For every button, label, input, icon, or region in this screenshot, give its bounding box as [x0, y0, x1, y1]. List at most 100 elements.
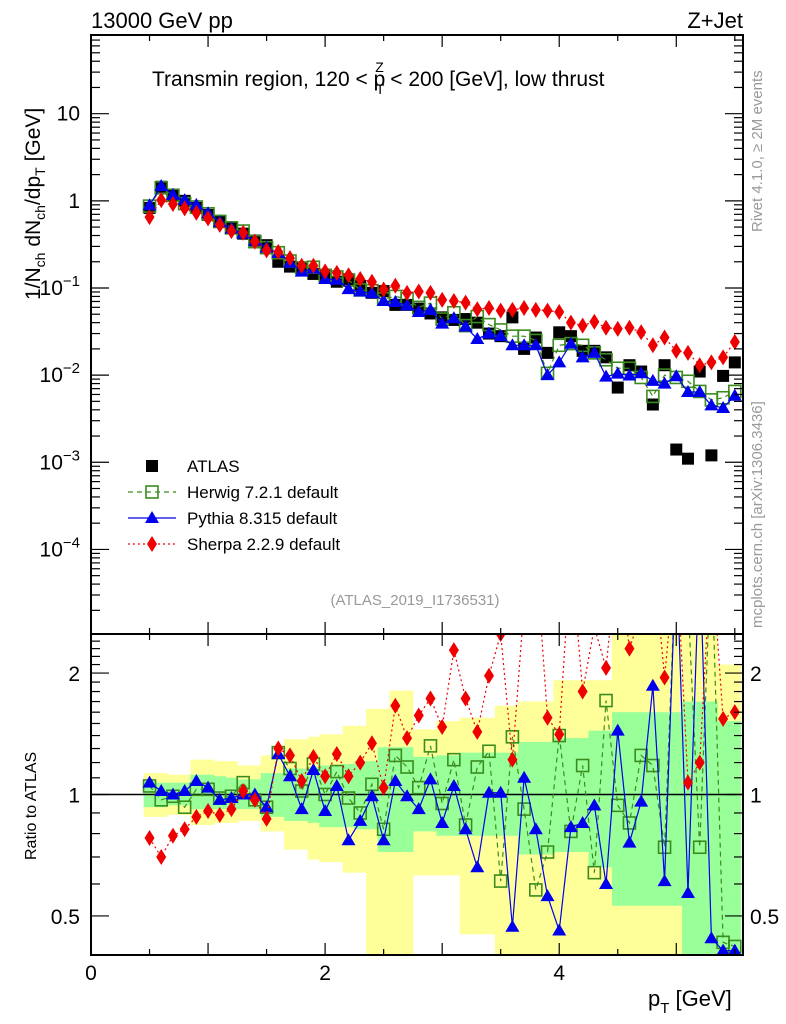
- sherpa-ratio-line: [149, 634, 736, 859]
- sherpa-main-point: [682, 344, 693, 361]
- region-title-sub: T: [376, 81, 385, 97]
- ratio-y-tick-label-right: 1: [750, 785, 762, 808]
- herwig-ratio-point: [657, 840, 672, 855]
- sherpa-ratio-point: [308, 748, 319, 765]
- ratio-y-tick-label-right: 0.5: [750, 906, 779, 929]
- herwig-ratio-point: [587, 865, 602, 880]
- sherpa-main-point: [179, 200, 190, 217]
- ratio-inner-band: [705, 701, 718, 955]
- pythia-main-point: [364, 286, 379, 299]
- sherpa-main-point: [577, 317, 588, 334]
- ratio-inner-band: [436, 755, 449, 836]
- sherpa-main-point: [647, 337, 658, 354]
- pythia-main-point: [505, 338, 520, 351]
- rivet-label: Rivet 4.1.0, ≥ 2M events: [749, 70, 766, 232]
- herwig-ratio-point: [177, 800, 192, 815]
- sherpa-ratio-point: [425, 690, 436, 707]
- ratio-inner-band: [693, 701, 707, 955]
- pythia-ratio-point: [493, 785, 508, 798]
- pythia-ratio-point: [645, 678, 660, 691]
- sherpa-main-point: [191, 204, 202, 221]
- legend-label: Sherpa 2.2.9 default: [187, 535, 340, 554]
- sherpa-ratio-point: [203, 803, 214, 820]
- pythia-ratio-point: [517, 770, 532, 783]
- pythia-main-point: [552, 355, 567, 368]
- sherpa-main-point: [308, 257, 319, 274]
- pythia-main-point: [189, 197, 204, 210]
- pythia-main-point: [458, 319, 473, 332]
- herwig-ratio-point: [575, 758, 590, 773]
- sherpa-main-point: [167, 195, 178, 212]
- pythia-ratio-point: [154, 784, 169, 797]
- sherpa-ratio-point: [601, 659, 612, 676]
- sherpa-main-point: [448, 292, 459, 309]
- sherpa-ratio-point: [448, 642, 459, 659]
- ratio-inner-band: [647, 712, 660, 906]
- pythia-ratio-point: [353, 813, 368, 826]
- y-tick-exponent: −3: [63, 447, 80, 464]
- sherpa-main-point: [612, 320, 623, 337]
- sherpa-main-point: [519, 299, 530, 316]
- pythia-main-point: [353, 284, 368, 297]
- sherpa-main-point: [472, 301, 483, 318]
- pythia-ratio-point: [657, 874, 672, 887]
- y-tick-label: 10: [57, 103, 80, 126]
- pythia-ratio-point: [318, 804, 333, 817]
- pythia-main-point: [692, 385, 707, 398]
- pythia-ratio-point: [680, 885, 695, 898]
- pythia-main-point: [341, 282, 356, 295]
- sherpa-ratio-point: [214, 806, 225, 823]
- pythia-ratio-point: [634, 794, 649, 807]
- sherpa-ratio-point: [413, 707, 424, 724]
- atlas-main-point: [564, 330, 577, 343]
- sherpa-main-point: [214, 216, 225, 233]
- pythia-ratio-point: [388, 774, 403, 787]
- ratio-inner-band: [635, 712, 648, 906]
- herwig-ratio-point: [505, 730, 520, 744]
- sherpa-ratio-point: [378, 779, 389, 796]
- sherpa-ratio-point: [659, 669, 670, 686]
- collision-energy-label: 13000 GeV pp: [91, 8, 233, 33]
- main-y-axis-label: 1/Nch dNch/dpT [GeV]: [22, 108, 48, 300]
- pythia-ratio-point: [704, 931, 719, 944]
- pythia-ratio-point: [224, 791, 239, 804]
- sherpa-main-point: [624, 319, 635, 336]
- pythia-ratio-point: [411, 802, 426, 815]
- pythia-ratio-point: [540, 889, 555, 902]
- legend: ATLAS Herwig 7.2.1 default Pythia 8.315 de…: [128, 457, 340, 554]
- sherpa-ratio-point: [682, 774, 693, 791]
- pythia-main-point: [493, 329, 508, 342]
- sherpa-main-point: [659, 329, 670, 346]
- y-tick-base: 10: [40, 451, 63, 474]
- atlas-main-point: [681, 452, 694, 465]
- sherpa-main-point: [331, 264, 342, 281]
- pythia-ratio-point: [341, 833, 356, 846]
- mcplots-label: mcplots.cern.ch [arXiv:1306.3436]: [749, 401, 766, 628]
- sherpa-main-point: [355, 270, 366, 287]
- region-title-sup: Z: [375, 59, 384, 75]
- herwig-ratio-point: [341, 791, 356, 805]
- sherpa-ratio-point: [366, 735, 377, 752]
- ratio-y-tick-label-left: 2: [68, 663, 80, 686]
- pythia-ratio-point: [364, 789, 379, 802]
- herwig-ratio-point: [517, 802, 531, 816]
- pythia-ratio-point: [177, 784, 192, 797]
- sherpa-main-point: [226, 223, 237, 240]
- sherpa-ratio-point: [472, 723, 483, 740]
- ratio-inner-band: [728, 721, 742, 955]
- sherpa-main-point: [273, 243, 284, 260]
- pythia-ratio-point: [423, 772, 438, 785]
- atlas-main-point: [717, 369, 730, 382]
- pythia-main-point: [400, 298, 415, 311]
- pythia-main-point: [657, 376, 672, 389]
- legend-label: Herwig 7.2.1 default: [187, 483, 338, 502]
- pythia-ratio-point: [599, 876, 614, 889]
- pythia-main-point: [517, 338, 532, 351]
- region-title-start: Transmin region, 120 < p: [152, 68, 385, 91]
- ratio-y-tick-label-right: 2: [750, 663, 762, 686]
- pythia-ratio-point: [622, 835, 637, 848]
- main-plot-area: [142, 179, 742, 465]
- sherpa-main-point: [694, 357, 705, 374]
- ratio-inner-band: [541, 741, 554, 855]
- ylabel-sub: T: [32, 167, 48, 176]
